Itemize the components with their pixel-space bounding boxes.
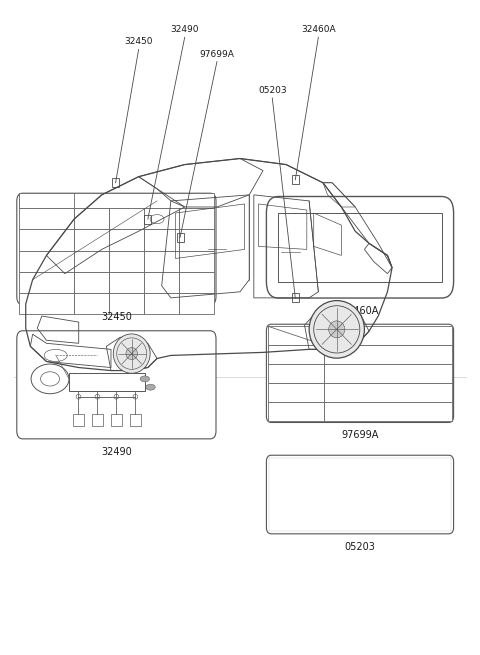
Text: 05203: 05203 [258,86,287,95]
Bar [19,229,74,250]
Bar [278,213,442,282]
Bar [130,415,141,426]
Bar [144,293,179,314]
Ellipse shape [329,321,345,338]
Ellipse shape [309,301,364,358]
FancyBboxPatch shape [17,193,216,305]
Bar [19,293,74,314]
Bar [109,272,144,293]
Bar [324,345,452,364]
Bar [112,178,119,187]
Text: 32460A: 32460A [341,306,379,316]
Bar [324,402,452,421]
Bar [111,415,122,426]
Bar [92,415,103,426]
Bar [109,229,144,250]
FancyBboxPatch shape [17,331,216,439]
Bar [109,250,144,272]
Text: 32490: 32490 [101,447,132,457]
Bar [144,272,179,293]
FancyBboxPatch shape [266,324,454,422]
Bar [179,293,214,314]
Bar [109,208,144,229]
Ellipse shape [146,384,155,390]
Text: 32450: 32450 [124,37,153,47]
Bar [324,326,452,345]
Bar [74,229,109,250]
Bar [179,208,214,229]
Bar [179,229,214,250]
Ellipse shape [126,348,137,360]
Bar [19,250,74,272]
Text: 97699A: 97699A [341,430,379,440]
Bar [69,373,145,391]
Bar [268,383,324,402]
Bar [269,458,451,531]
Bar [19,193,74,208]
Bar [19,272,74,293]
Bar [268,345,324,364]
Bar [268,326,324,345]
Bar [292,293,299,303]
Bar [144,208,179,229]
Bar [74,250,109,272]
Ellipse shape [140,376,150,382]
Text: 05203: 05203 [345,542,375,552]
Bar [179,272,214,293]
Bar [268,402,324,421]
Bar [144,229,179,250]
Text: 32490: 32490 [170,26,199,34]
Text: 32460A: 32460A [301,26,336,34]
Bar [292,175,299,184]
Bar [74,208,109,229]
FancyBboxPatch shape [266,455,454,534]
Text: 97699A: 97699A [200,50,234,58]
Text: 32450: 32450 [101,312,132,322]
Bar [19,208,74,229]
Bar [109,293,144,314]
Bar [179,250,214,272]
Bar [19,193,214,208]
Ellipse shape [113,334,150,373]
Bar [73,415,84,426]
Bar [268,364,324,383]
Bar [74,293,109,314]
FancyBboxPatch shape [266,196,454,298]
Bar [324,383,452,402]
Bar [144,250,179,272]
Bar [74,272,109,293]
Bar [177,233,183,242]
Bar [324,364,452,383]
Bar [144,215,151,223]
